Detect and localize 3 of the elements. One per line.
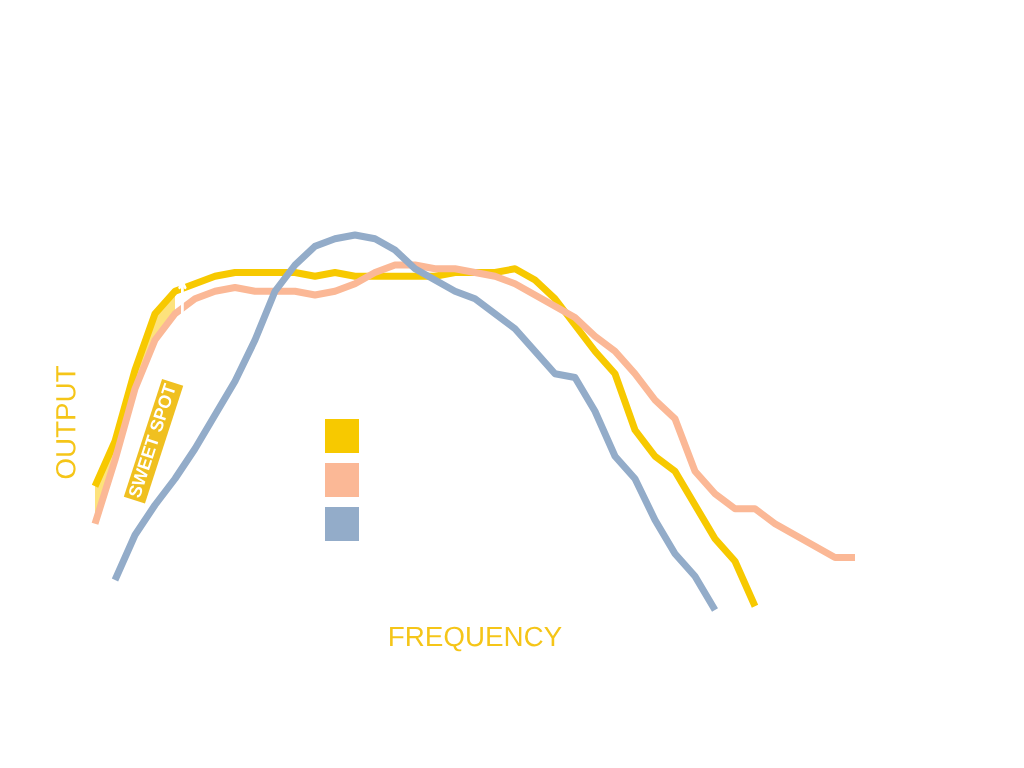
y-axis-title: OUTPUT	[55, 366, 76, 479]
x-axis-title: FREQUENCY	[390, 626, 562, 652]
annotation: SWEET SPOT	[127, 382, 177, 499]
